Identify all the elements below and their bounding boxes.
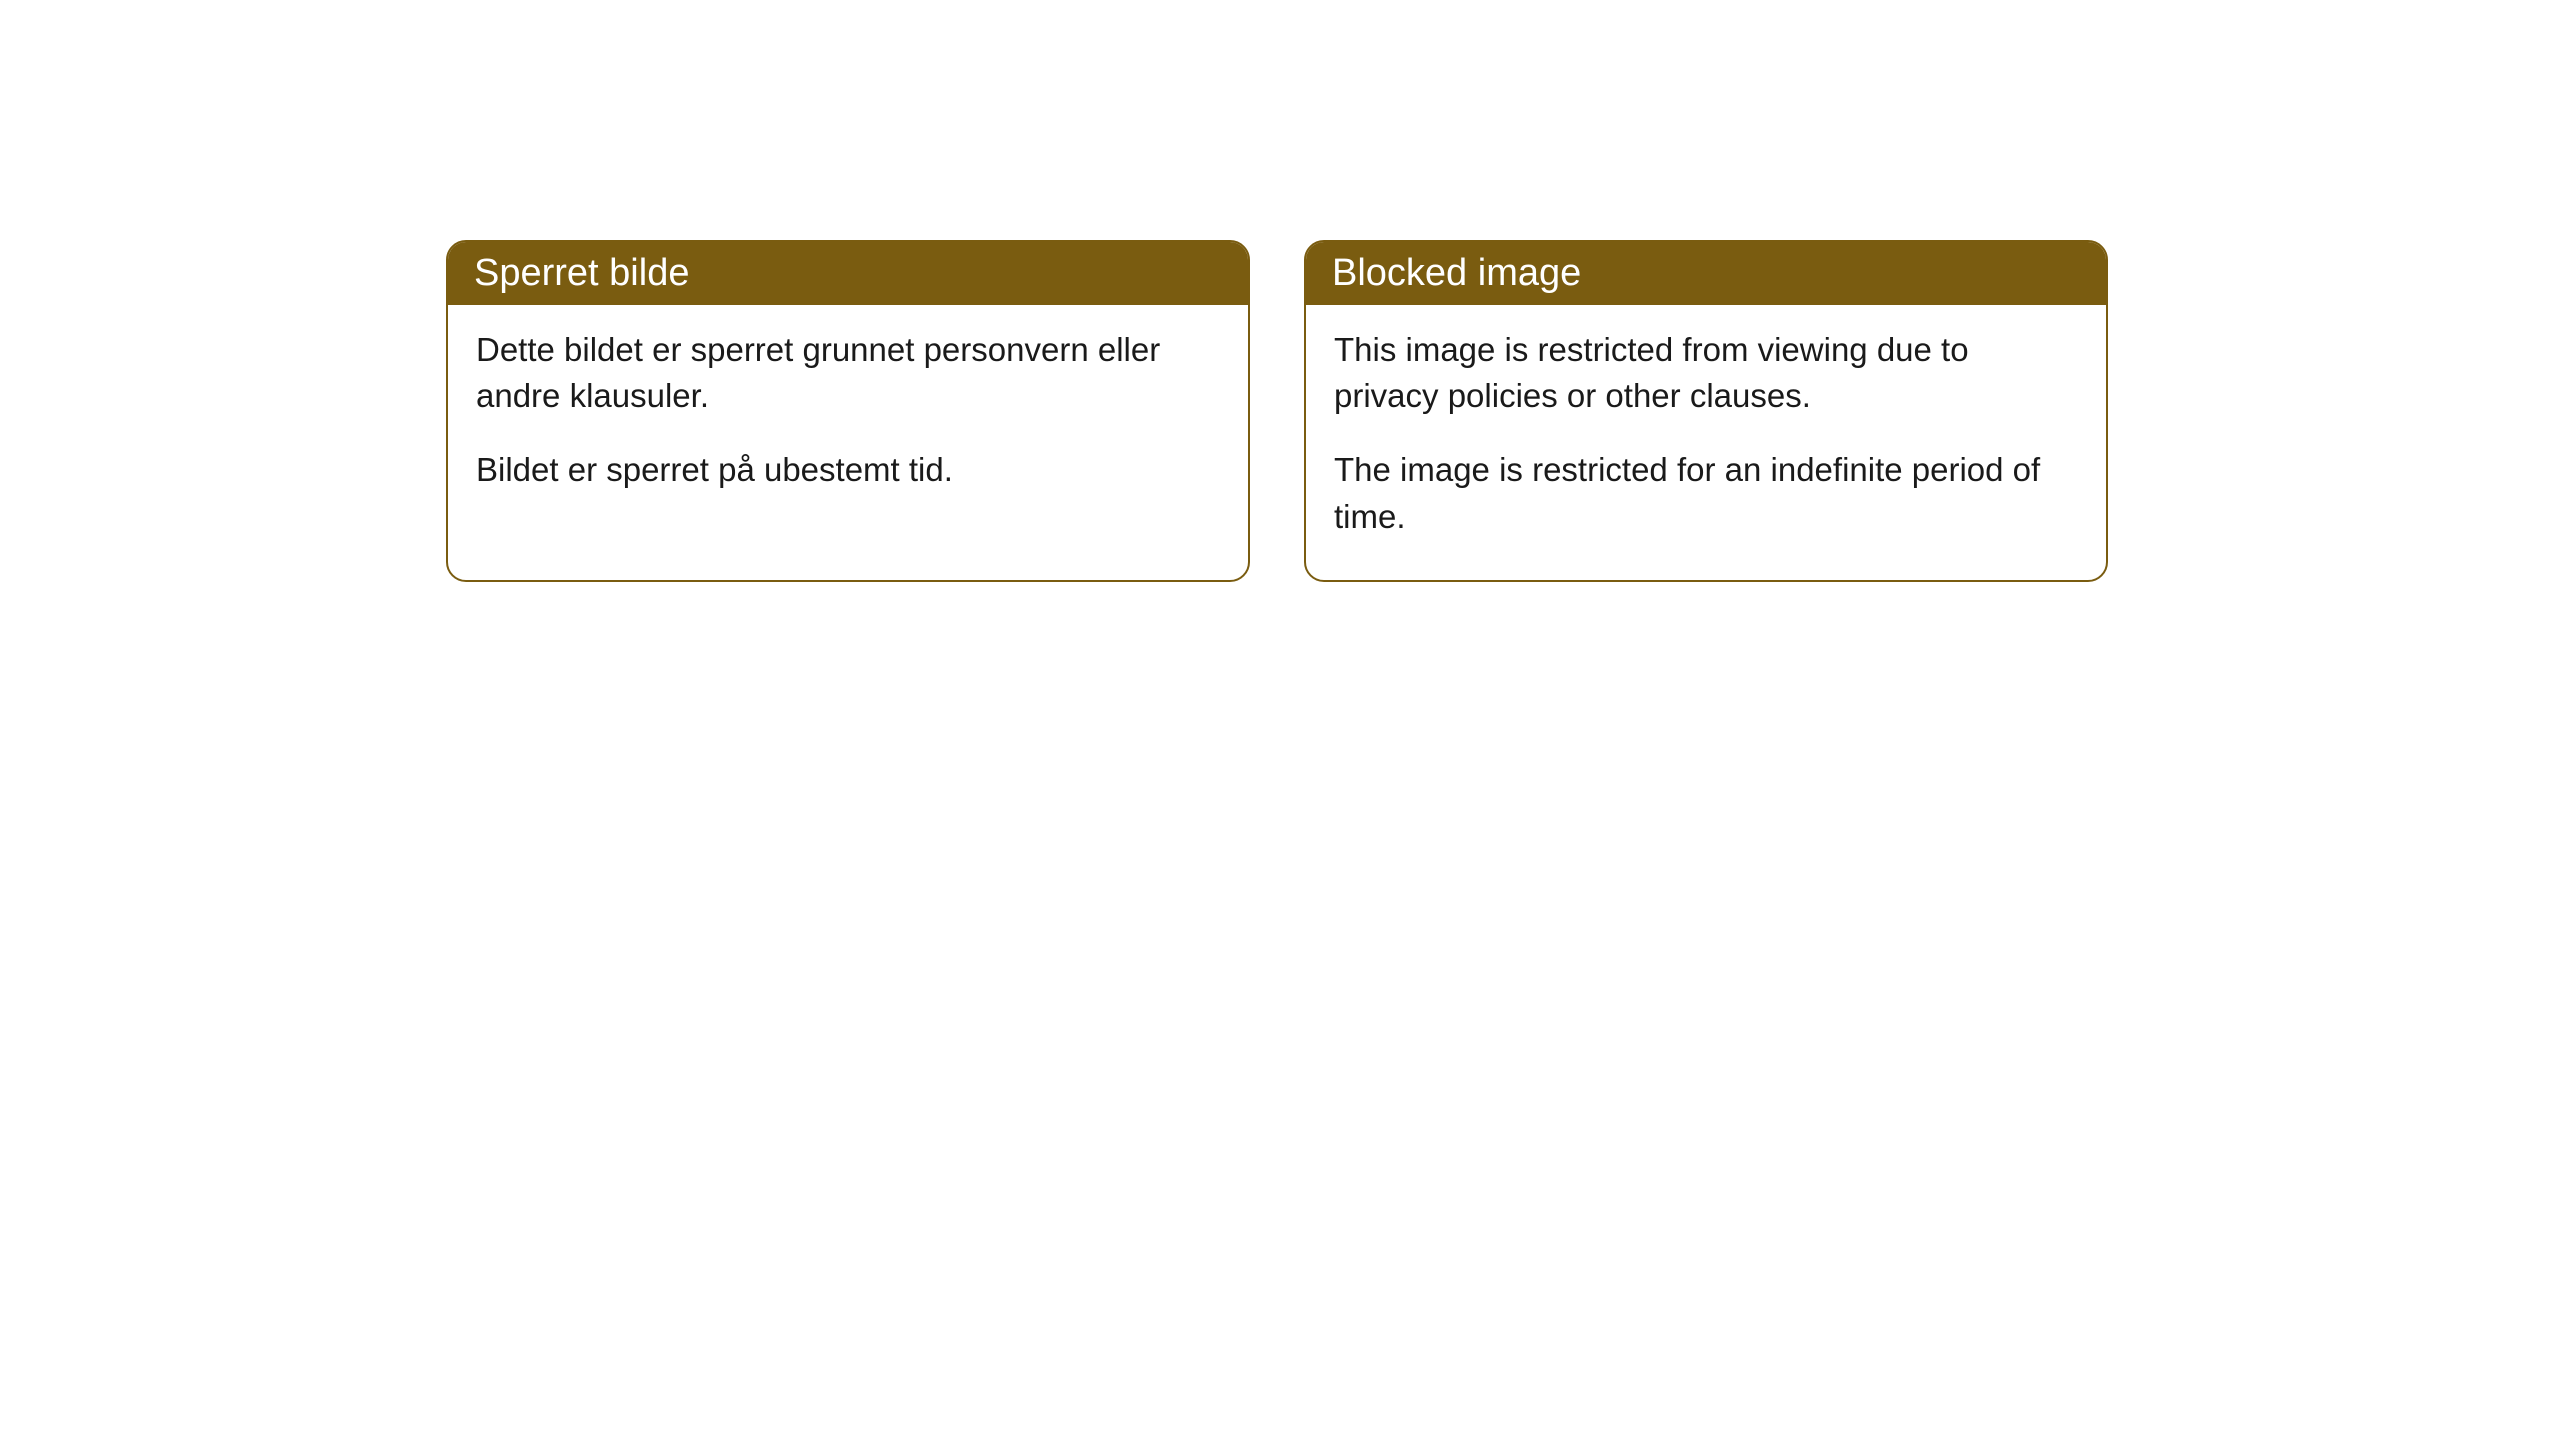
card-title: Sperret bilde — [474, 252, 689, 294]
notice-cards-container: Sperret bilde Dette bildet er sperret gr… — [446, 240, 2108, 582]
card-title: Blocked image — [1332, 252, 1581, 294]
card-header: Blocked image — [1306, 242, 2106, 305]
card-body: Dette bildet er sperret grunnet personve… — [448, 305, 1248, 534]
card-paragraph: Dette bildet er sperret grunnet personve… — [476, 327, 1220, 419]
card-paragraph: This image is restricted from viewing du… — [1334, 327, 2078, 419]
notice-card-norwegian: Sperret bilde Dette bildet er sperret gr… — [446, 240, 1250, 582]
card-paragraph: The image is restricted for an indefinit… — [1334, 447, 2078, 539]
notice-card-english: Blocked image This image is restricted f… — [1304, 240, 2108, 582]
card-paragraph: Bildet er sperret på ubestemt tid. — [476, 447, 1220, 493]
card-body: This image is restricted from viewing du… — [1306, 305, 2106, 580]
card-header: Sperret bilde — [448, 242, 1248, 305]
